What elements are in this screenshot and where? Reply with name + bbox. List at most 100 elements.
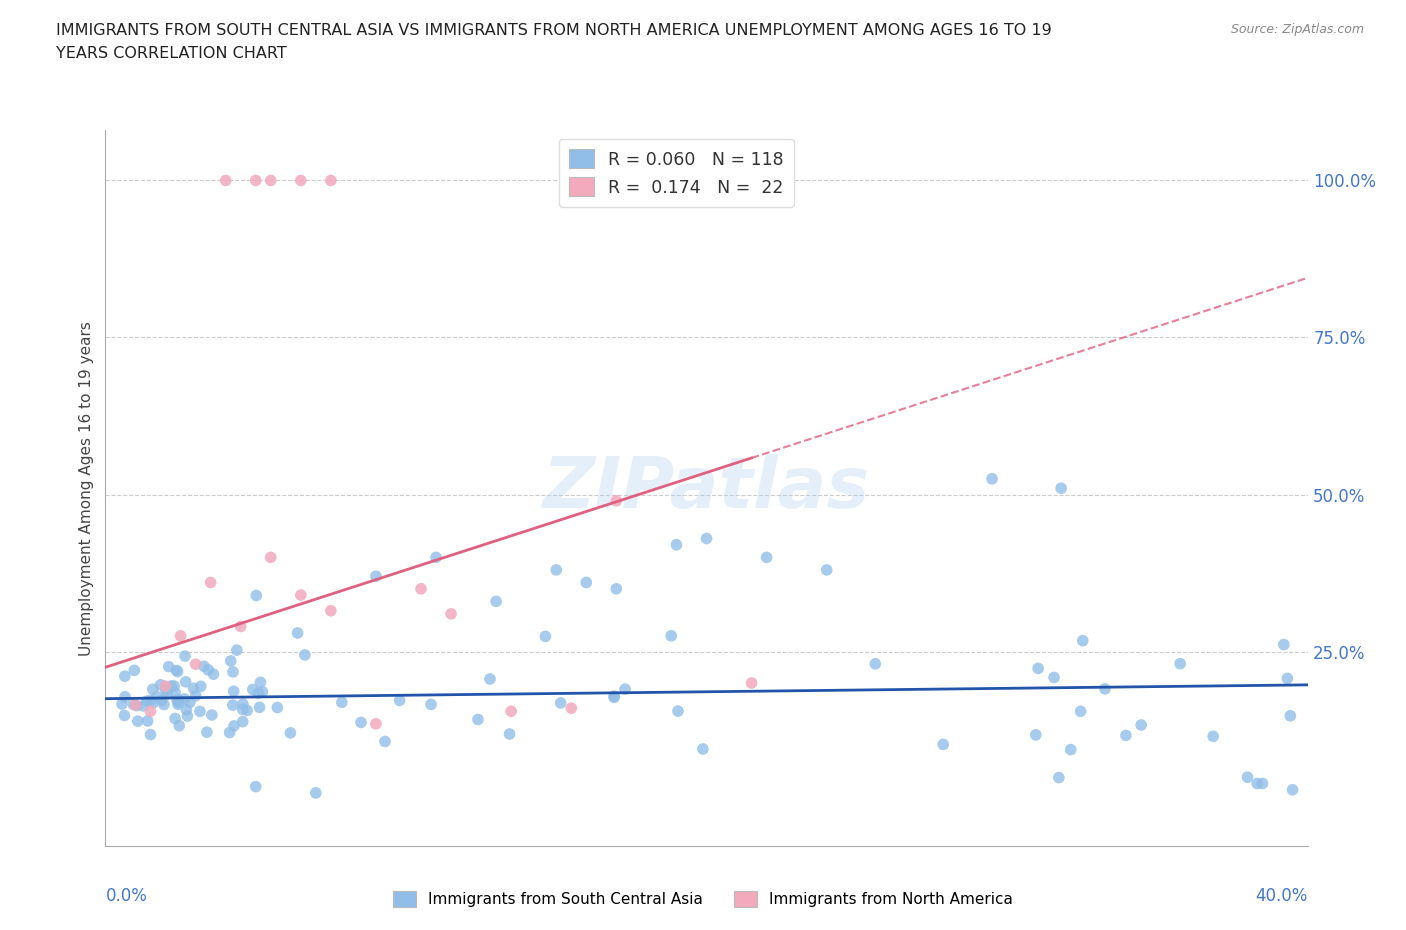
Point <box>193 658 215 673</box>
Point <box>364 716 387 731</box>
Point <box>176 709 198 724</box>
Point <box>294 647 316 662</box>
Text: 0.0%: 0.0% <box>105 887 148 905</box>
Point <box>501 704 523 719</box>
Point <box>184 688 207 703</box>
Point <box>252 684 274 699</box>
Point <box>666 704 689 719</box>
Point <box>266 700 288 715</box>
Point <box>290 588 312 603</box>
Point <box>222 684 245 698</box>
Point <box>1026 661 1049 676</box>
Point <box>614 682 637 697</box>
Point <box>236 703 259 718</box>
Point <box>374 734 396 749</box>
Point <box>214 173 236 188</box>
Point <box>260 173 283 188</box>
Point <box>1071 633 1094 648</box>
Point <box>222 664 245 679</box>
Point <box>479 671 502 686</box>
Legend: Immigrants from South Central Asia, Immigrants from North America: Immigrants from South Central Asia, Immi… <box>387 884 1019 913</box>
Point <box>550 696 572 711</box>
Point <box>184 657 207 671</box>
Point <box>166 693 188 708</box>
Point <box>169 629 191 644</box>
Text: 40.0%: 40.0% <box>1256 887 1308 905</box>
Point <box>319 173 342 188</box>
Point <box>242 682 264 697</box>
Point <box>167 692 190 707</box>
Point <box>1115 728 1137 743</box>
Point <box>305 786 328 801</box>
Point <box>155 684 177 698</box>
Point <box>122 697 145 711</box>
Point <box>114 708 136 723</box>
Point <box>167 718 190 733</box>
Point <box>111 697 134 711</box>
Point <box>145 689 167 704</box>
Point <box>114 669 136 684</box>
Point <box>165 711 187 726</box>
Point <box>249 700 271 715</box>
Point <box>1050 481 1073 496</box>
Point <box>195 724 218 739</box>
Point <box>1047 770 1070 785</box>
Point <box>188 704 211 719</box>
Point <box>603 690 626 705</box>
Point <box>179 695 201 710</box>
Point <box>174 674 197 689</box>
Point <box>176 702 198 717</box>
Point <box>1281 782 1303 797</box>
Point <box>932 737 955 751</box>
Point <box>741 675 763 690</box>
Point <box>132 698 155 713</box>
Point <box>225 643 247 658</box>
Point <box>755 550 778 565</box>
Point <box>865 657 887 671</box>
Text: ZIPatlas: ZIPatlas <box>543 454 870 523</box>
Point <box>467 712 489 727</box>
Point <box>1272 637 1295 652</box>
Point <box>425 550 447 565</box>
Point <box>249 675 271 690</box>
Point <box>135 694 157 709</box>
Point <box>149 677 172 692</box>
Point <box>330 695 353 710</box>
Point <box>350 715 373 730</box>
Point <box>125 698 148 713</box>
Point <box>440 606 463 621</box>
Point <box>139 704 162 719</box>
Point <box>156 686 179 701</box>
Point <box>603 689 626 704</box>
Point <box>197 662 219 677</box>
Point <box>364 569 387 584</box>
Point <box>605 581 627 596</box>
Point <box>575 575 598 590</box>
Point <box>1277 671 1299 685</box>
Point <box>692 741 714 756</box>
Point <box>150 693 173 708</box>
Point <box>155 679 177 694</box>
Point <box>560 700 582 715</box>
Point <box>165 663 187 678</box>
Point <box>201 708 224 723</box>
Point <box>1060 742 1083 757</box>
Point <box>420 697 443 711</box>
Point <box>229 619 252 634</box>
Point <box>546 563 568 578</box>
Point <box>127 713 149 728</box>
Point <box>167 695 190 710</box>
Point <box>534 629 557 644</box>
Point <box>485 594 508 609</box>
Point <box>166 664 188 679</box>
Point <box>218 725 240 740</box>
Point <box>1202 729 1225 744</box>
Point <box>139 727 162 742</box>
Point <box>153 698 176 712</box>
Point <box>190 679 212 694</box>
Point <box>222 719 245 734</box>
Point <box>136 713 159 728</box>
Text: YEARS CORRELATION CHART: YEARS CORRELATION CHART <box>56 46 287 61</box>
Point <box>245 588 267 603</box>
Point <box>174 648 197 663</box>
